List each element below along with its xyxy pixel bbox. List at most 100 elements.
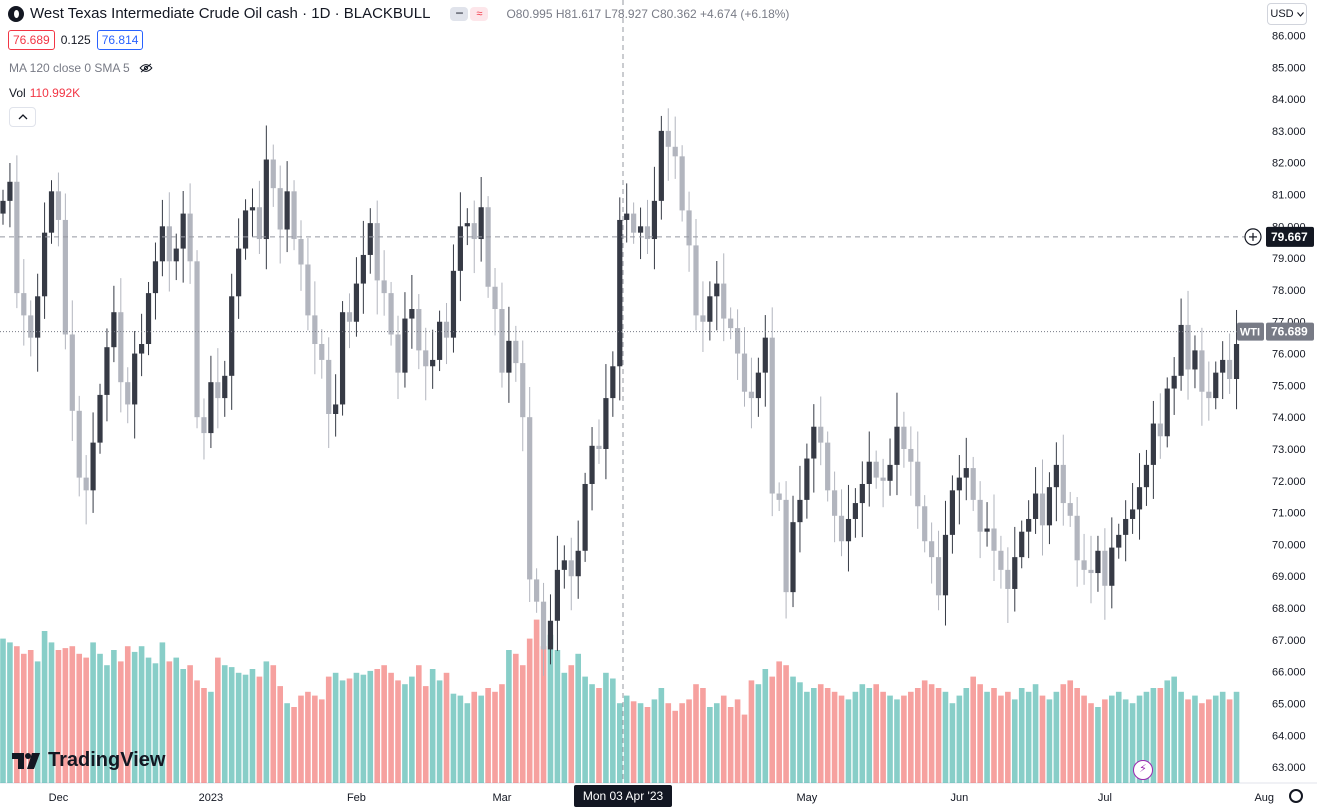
candle-body (62, 219, 68, 335)
candle-body (298, 239, 304, 265)
candle-body (41, 232, 48, 297)
y-tick-label: 70.000 (1272, 539, 1306, 551)
candle-body (346, 312, 353, 322)
volume-bar (1206, 699, 1212, 783)
candle-body (1129, 509, 1136, 519)
volume-bar (360, 674, 367, 783)
volume-bar (513, 653, 519, 783)
candle-body (173, 248, 179, 262)
candle-body (651, 200, 658, 240)
volume-bar (506, 650, 512, 783)
volume-bar (124, 646, 131, 783)
candle-body (1046, 487, 1053, 526)
candle-body (229, 296, 235, 376)
candle-body (305, 264, 311, 316)
buy-button[interactable]: 76.814 (96, 30, 144, 50)
volume-bar (221, 665, 228, 783)
candle-body (118, 312, 124, 383)
oil-drop-icon[interactable] (8, 5, 24, 22)
volume-bar (582, 676, 588, 783)
volume-bar (485, 688, 491, 783)
candle-body (48, 191, 55, 233)
candle-body (1095, 550, 1101, 574)
volume-bar (215, 657, 221, 783)
volume-bar (693, 684, 699, 783)
candle-body (527, 417, 533, 580)
volume-bar (755, 684, 762, 783)
crosshair-date-bg (574, 785, 672, 807)
volume-bar (797, 682, 803, 783)
tradingview-logo[interactable]: TradingView (12, 749, 165, 772)
candle-body (922, 506, 928, 542)
volume-bar (201, 688, 207, 783)
collapse-legend-button[interactable] (9, 107, 36, 127)
volume-bar (180, 669, 186, 783)
y-tick-label: 78.000 (1272, 285, 1306, 297)
x-tick-label: Feb (347, 792, 366, 804)
lightning-icon[interactable]: ⚡ (1133, 760, 1153, 780)
candle-body (873, 461, 879, 478)
y-tick-label: 81.000 (1272, 190, 1306, 202)
candle-body (714, 283, 720, 297)
volume-bar (1157, 688, 1164, 783)
candle-body (554, 569, 560, 621)
volume-bar (887, 695, 893, 783)
candle-body (1192, 350, 1198, 370)
candle-body (194, 261, 200, 418)
candle-body (741, 353, 748, 392)
volume-bar (1192, 695, 1198, 783)
candle-body (256, 207, 263, 240)
y-tick-label: 63.000 (1272, 762, 1306, 774)
candle-body (166, 226, 172, 262)
volume-bar (152, 663, 159, 783)
x-tick-label: Dec (49, 792, 69, 804)
volume-bar (838, 695, 845, 783)
candle-body (423, 350, 429, 367)
chevron-up-icon (18, 114, 27, 120)
candle-body (471, 223, 477, 240)
currency-selector[interactable]: USD (1267, 3, 1307, 25)
volume-bar (637, 703, 644, 783)
eye-hidden-icon[interactable] (138, 63, 154, 73)
volume-legend[interactable]: Vol 110.992K (9, 86, 80, 100)
candle-body (1060, 464, 1066, 504)
volume-bar (748, 680, 755, 783)
symbol-title[interactable]: West Texas Intermediate Crude Oil cash ·… (30, 5, 431, 22)
candle-body (769, 337, 775, 494)
delayed-data-icon: ≈ (470, 6, 489, 21)
volume-bar (568, 665, 575, 783)
candle-body (353, 283, 360, 322)
volume-bar (991, 688, 997, 783)
candle-body (672, 146, 678, 157)
volume-bar (942, 691, 949, 783)
candle-body (215, 382, 221, 399)
candle-body (1116, 534, 1122, 548)
indicator-legend[interactable]: MA 120 close 0 SMA 5 (9, 61, 154, 75)
candle-body (132, 353, 138, 405)
candle-body (1032, 493, 1039, 519)
sell-button[interactable]: 76.689 (8, 30, 55, 50)
volume-bar (817, 684, 824, 783)
volume-bar (776, 661, 782, 783)
candle-body (637, 226, 644, 233)
symbol-status-pills[interactable]: ━ ≈ (450, 6, 489, 21)
volume-bar (783, 665, 789, 783)
candle-body (443, 321, 450, 338)
volume-bar (741, 714, 748, 783)
candle-body (1067, 503, 1073, 516)
volume-bar (651, 699, 658, 783)
volume-bar (914, 688, 921, 783)
y-tick-label: 71.000 (1272, 508, 1306, 520)
volume-bar (235, 672, 242, 783)
currency-label: USD (1270, 8, 1294, 20)
candle-body (1074, 515, 1080, 561)
volume-bar (41, 631, 48, 783)
candle-body (35, 296, 41, 338)
volume-bar (1005, 691, 1011, 783)
gear-icon[interactable] (1289, 789, 1303, 803)
candle-body (263, 159, 269, 240)
volume-bar (526, 638, 533, 783)
volume-bar (1095, 707, 1101, 783)
candle-body (1012, 557, 1018, 589)
